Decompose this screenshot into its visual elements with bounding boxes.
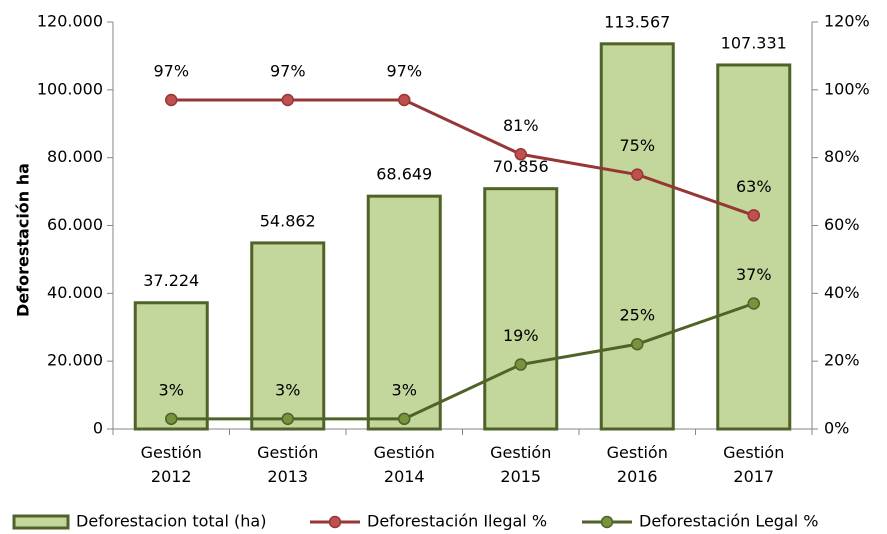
legend-label: Deforestación Ilegal %: [367, 512, 547, 531]
y-axis-label: Deforestación ha: [14, 163, 33, 317]
marker: [165, 93, 178, 107]
y-tick-label: 120.000: [37, 12, 103, 31]
bar: [366, 194, 442, 431]
point-label: 3%: [275, 380, 300, 399]
marker: [747, 209, 760, 222]
y-tick-label: 0: [93, 419, 103, 438]
y2-tick-label: 120%: [824, 12, 870, 31]
point-label: 81%: [503, 116, 539, 135]
legend-label: Deforestación Legal %: [639, 512, 819, 531]
marker: [281, 93, 294, 107]
line: [171, 98, 755, 217]
marker: [631, 337, 644, 351]
bar-label: 54.862: [260, 211, 316, 230]
y-tick-label: 80.000: [47, 147, 103, 166]
x-tick-label: Gestión 2012: [140, 443, 202, 486]
point-label: 3%: [159, 380, 184, 399]
marker: [514, 148, 527, 161]
point-label: 3%: [392, 380, 417, 399]
bar: [250, 241, 326, 431]
marker: [514, 358, 527, 371]
bar-label: 70.856: [493, 157, 549, 176]
marker: [165, 412, 178, 426]
bar-label: 37.224: [143, 271, 199, 290]
marker: [398, 412, 411, 426]
y2-tick-label: 20%: [824, 351, 860, 370]
bar-label: 68.649: [376, 165, 432, 184]
marker: [281, 412, 294, 426]
marker: [398, 93, 411, 107]
bar: [133, 301, 209, 431]
legend-label: Deforestacion total (ha): [76, 512, 266, 531]
x-tick-label: Gestión 2013: [257, 443, 319, 486]
point-label: 97%: [386, 62, 422, 81]
bar: [716, 63, 792, 431]
bar-label: 113.567: [604, 12, 670, 31]
y-tick-label: 60.000: [47, 215, 103, 234]
y2-tick-label: 40%: [824, 283, 860, 302]
x-tick-label: Gestión 2015: [490, 443, 552, 486]
y2-tick-label: 60%: [824, 215, 860, 234]
legend-swatch: [12, 514, 70, 530]
x-tick-label: Gestión 2016: [606, 443, 668, 486]
legend-marker: [600, 515, 614, 529]
y-tick-label: 20.000: [47, 351, 103, 370]
x-tick-label: Gestión 2017: [723, 443, 785, 486]
y-tick-label: 40.000: [47, 283, 103, 302]
marker: [631, 168, 644, 181]
y2-tick-label: 100%: [824, 79, 870, 98]
point-label: 63%: [736, 177, 772, 196]
point-label: 37%: [736, 265, 772, 284]
bar-label: 107.331: [721, 33, 787, 52]
point-label: 25%: [619, 306, 655, 325]
point-label: 97%: [153, 62, 189, 81]
bar: [483, 187, 559, 431]
legend-marker: [328, 515, 342, 529]
y2-tick-label: 0%: [824, 419, 849, 438]
point-label: 19%: [503, 326, 539, 345]
bar: [599, 42, 675, 431]
x-tick-label: Gestión 2014: [373, 443, 435, 486]
y2-tick-label: 80%: [824, 147, 860, 166]
point-label: 75%: [619, 136, 655, 155]
line: [171, 302, 755, 421]
y-tick-label: 100.000: [37, 79, 103, 98]
marker: [747, 297, 760, 310]
point-label: 97%: [270, 62, 306, 81]
